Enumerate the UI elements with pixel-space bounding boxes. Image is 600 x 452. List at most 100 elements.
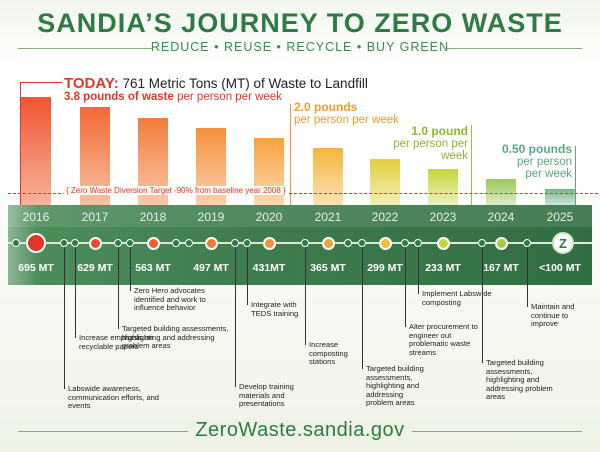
tonnage-label-2021: 365 MT — [310, 262, 346, 274]
footer-rule-right — [412, 431, 582, 432]
callout-2025: 0.50 pounds per person per week — [494, 143, 572, 180]
milestone-note: Alter procurement to engineer out proble… — [409, 322, 478, 357]
milestone-stem — [527, 247, 528, 307]
callout-2025-unit2: per week — [525, 168, 572, 180]
milestone-stem — [362, 247, 363, 369]
callout-2021-line — [290, 104, 291, 240]
milestone-stem — [64, 247, 65, 389]
target-label-text: Zero Waste Diversion Target -90% from ba… — [70, 186, 281, 195]
tonnage-label-2025: <100 MT — [539, 262, 581, 274]
tagline-row: REDUCE • REUSE • RECYCLE • BUY GREEN — [0, 40, 600, 56]
tagline-rule-right — [447, 48, 582, 49]
today-label: TODAY: — [64, 75, 119, 92]
milestone-stem — [418, 247, 419, 294]
timeline-axis — [8, 242, 592, 244]
bar-2016 — [21, 97, 51, 205]
today-headline: TODAY: 761 Metric Tons (MT) of Waste to … — [64, 75, 368, 92]
bar-2024 — [486, 179, 516, 205]
milestone-note: Increase emphasis on recyclable papers — [79, 333, 154, 351]
year-label-2023: 2023 — [429, 210, 457, 224]
bar-2023 — [428, 169, 458, 205]
milestone-dot — [478, 239, 486, 247]
milestone-note: Integrate with TEDS training — [251, 300, 299, 318]
zero-waste-logo-letter: Z — [559, 236, 567, 251]
year-dot-2016 — [26, 233, 46, 253]
milestone-stem — [247, 247, 248, 305]
year-dot-2022 — [378, 236, 392, 250]
year-dot-2024 — [494, 236, 508, 250]
bar-2022 — [370, 159, 400, 205]
year-label-2022: 2022 — [371, 210, 399, 224]
milestone-dot — [12, 239, 20, 247]
callout-2023: 1.0 pound per person per week — [370, 125, 468, 162]
milestone-dot — [401, 239, 409, 247]
milestone-dot — [414, 239, 422, 247]
zero-waste-logo-icon: Z — [552, 232, 574, 254]
milestone-dot — [243, 239, 251, 247]
milestone-note: Labswide awareness, communication effort… — [68, 384, 160, 411]
milestone-dot — [523, 239, 531, 247]
milestone-dot — [344, 239, 352, 247]
tonnage-label-2019: 497 MT — [193, 262, 229, 274]
year-label-2017: 2017 — [81, 210, 109, 224]
milestone-dot — [114, 239, 122, 247]
milestone-stem — [235, 247, 236, 387]
year-dot-2017 — [88, 236, 102, 250]
tonnage-label-2017: 629 MT — [77, 262, 113, 274]
milestone-note: Implement Labswide composting — [422, 289, 492, 307]
year-dot-2023 — [436, 236, 450, 250]
target-label: { Zero Waste Diversion Target -90% from … — [64, 186, 288, 195]
timeline-band-highlight — [8, 205, 592, 227]
today-text: 761 Metric Tons (MT) of Waste to Landfil… — [118, 76, 368, 91]
tonnage-label-2024: 167 MT — [483, 262, 519, 274]
milestone-stem — [118, 247, 119, 329]
milestone-dot — [60, 239, 68, 247]
tonnage-label-2018: 563 MT — [135, 262, 171, 274]
year-label-2020: 2020 — [255, 210, 283, 224]
milestone-note: Targeted building assessments, highlight… — [122, 324, 229, 351]
footer-rule-left — [18, 431, 188, 432]
year-label-2016: 2016 — [22, 210, 50, 224]
callout-2023-line — [471, 125, 472, 240]
bar-2025 — [545, 189, 575, 205]
callout-2021-value: 2.0 pounds — [294, 100, 358, 114]
milestone-stem — [130, 247, 131, 291]
year-dot-2019 — [204, 236, 218, 250]
milestone-stem — [75, 247, 76, 338]
tonnage-label-2022: 299 MT — [367, 262, 403, 274]
year-label-2019: 2019 — [197, 210, 225, 224]
year-dot-2020 — [262, 236, 276, 250]
callout-2021: 2.0 pounds per person per week — [294, 101, 399, 126]
target-line — [8, 193, 598, 194]
today-rate-value: 3.8 pounds of waste — [64, 91, 174, 103]
milestone-dot — [172, 239, 180, 247]
callout-2023-unit: per person per week — [393, 138, 468, 162]
tagline-rule-left — [18, 48, 153, 49]
bar-2021 — [313, 148, 343, 205]
tonnage-label-2016: 695 MT — [18, 262, 54, 274]
footer-link-row: ZeroWaste.sandia.gov — [0, 419, 600, 442]
milestone-dot — [358, 239, 366, 247]
footer-url[interactable]: ZeroWaste.sandia.gov — [189, 419, 411, 441]
callout-2025-line — [575, 146, 576, 238]
milestone-stem — [405, 247, 406, 327]
year-dot-2021 — [321, 236, 335, 250]
milestone-stem — [305, 247, 306, 345]
year-label-2025: 2025 — [546, 210, 574, 224]
milestone-note: Maintain and continue to improve — [531, 302, 575, 329]
milestone-stem — [482, 247, 483, 363]
tonnage-label-2023: 233 MT — [425, 262, 461, 274]
today-rate: 3.8 pounds of waste per person per week — [64, 91, 282, 103]
callout-2023-value: 1.0 pound — [411, 124, 468, 138]
page-title: SANDIA’S JOURNEY TO ZERO WASTE — [37, 8, 563, 38]
milestone-note: Increase composting stations — [309, 340, 348, 367]
callout-2025-value: 0.50 pounds — [501, 142, 572, 156]
milestone-dot — [301, 239, 309, 247]
year-dot-2018 — [146, 236, 160, 250]
milestone-note: Develop training materials and presentat… — [239, 382, 294, 409]
today-rate-unit: per person per week — [173, 91, 282, 103]
today-marker-hline — [20, 82, 62, 83]
year-label-2024: 2024 — [487, 210, 515, 224]
milestone-dot — [71, 239, 79, 247]
